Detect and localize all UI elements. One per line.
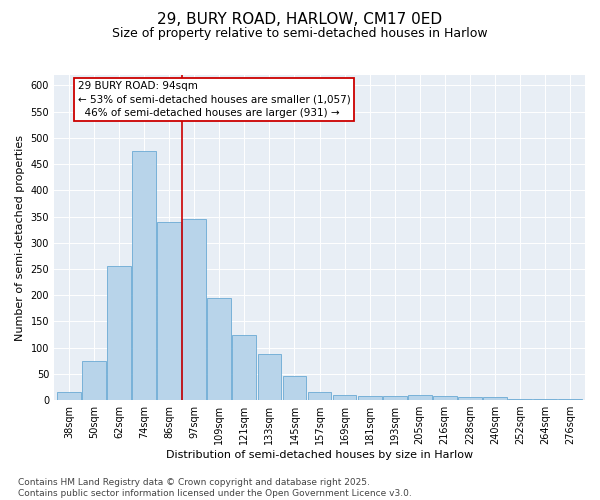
Bar: [308, 392, 331, 400]
Text: 29, BURY ROAD, HARLOW, CM17 0ED: 29, BURY ROAD, HARLOW, CM17 0ED: [157, 12, 443, 28]
Bar: [157, 222, 181, 400]
Bar: [433, 396, 457, 400]
Bar: [57, 392, 81, 400]
X-axis label: Distribution of semi-detached houses by size in Harlow: Distribution of semi-detached houses by …: [166, 450, 473, 460]
Bar: [82, 361, 106, 400]
Bar: [558, 399, 582, 400]
Bar: [232, 334, 256, 400]
Text: 29 BURY ROAD: 94sqm
← 53% of semi-detached houses are smaller (1,057)
  46% of s: 29 BURY ROAD: 94sqm ← 53% of semi-detach…: [78, 82, 350, 118]
Text: Size of property relative to semi-detached houses in Harlow: Size of property relative to semi-detach…: [112, 28, 488, 40]
Bar: [208, 298, 231, 400]
Bar: [458, 398, 482, 400]
Bar: [283, 376, 307, 400]
Bar: [358, 396, 382, 400]
Bar: [133, 151, 156, 400]
Bar: [257, 354, 281, 400]
Bar: [533, 399, 557, 400]
Bar: [383, 396, 407, 400]
Bar: [182, 219, 206, 400]
Text: Contains HM Land Registry data © Crown copyright and database right 2025.
Contai: Contains HM Land Registry data © Crown c…: [18, 478, 412, 498]
Bar: [408, 395, 431, 400]
Bar: [107, 266, 131, 400]
Bar: [332, 395, 356, 400]
Bar: [508, 399, 532, 400]
Bar: [483, 398, 507, 400]
Y-axis label: Number of semi-detached properties: Number of semi-detached properties: [15, 134, 25, 340]
